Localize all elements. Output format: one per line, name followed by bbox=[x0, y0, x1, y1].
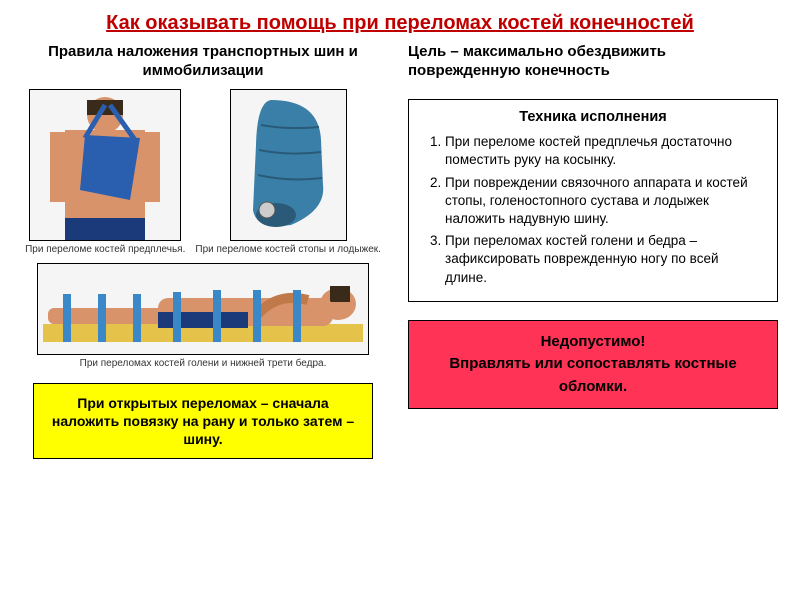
arm-illustration: При переломе костей предплечья. bbox=[25, 89, 185, 255]
arm-pic bbox=[29, 89, 181, 241]
body-pic bbox=[37, 263, 369, 355]
forbidden-box: Недопустимо! Вправлять или сопоставлять … bbox=[408, 320, 778, 410]
forbidden-text: Вправлять или сопоставлять костные облом… bbox=[423, 353, 763, 398]
foot-caption: При переломе костей стопы и лодыжек. bbox=[195, 244, 381, 255]
tech-item-2: При повреждении связочного аппарата и ко… bbox=[445, 174, 763, 229]
content-area: Правила наложения транспортных шин и имм… bbox=[0, 43, 800, 459]
body-illustration: При переломах костей голени и нижней тре… bbox=[37, 255, 369, 369]
foot-pic bbox=[230, 89, 347, 241]
tech-item-1: При переломе костей предплечья достаточн… bbox=[445, 133, 763, 169]
technique-box: Техника исполнения При переломе костей п… bbox=[408, 99, 778, 302]
technique-title: Техника исполнения bbox=[423, 108, 763, 128]
left-column: Правила наложения транспортных шин и имм… bbox=[18, 43, 388, 459]
forbidden-title: Недопустимо! bbox=[423, 331, 763, 354]
body-caption: При переломах костей голени и нижней тре… bbox=[80, 358, 327, 369]
goal-text: Цель – максимально обездвижить поврежден… bbox=[408, 43, 778, 81]
open-fracture-box: При открытых переломах – сначала наложит… bbox=[33, 383, 373, 460]
page-title: Как оказывать помощь при переломах косте… bbox=[0, 0, 800, 43]
arm-caption: При переломе костей предплечья. bbox=[25, 244, 185, 255]
technique-list: При переломе костей предплечья достаточн… bbox=[423, 133, 763, 287]
left-subheading: Правила наложения транспортных шин и имм… bbox=[18, 43, 388, 81]
foot-illustration: При переломе костей стопы и лодыжек. bbox=[195, 89, 381, 255]
tech-item-3: При переломах костей голени и бедра – за… bbox=[445, 232, 763, 287]
top-illustrations: При переломе костей предплечья. П bbox=[25, 89, 381, 255]
right-column: Цель – максимально обездвижить поврежден… bbox=[408, 43, 778, 459]
